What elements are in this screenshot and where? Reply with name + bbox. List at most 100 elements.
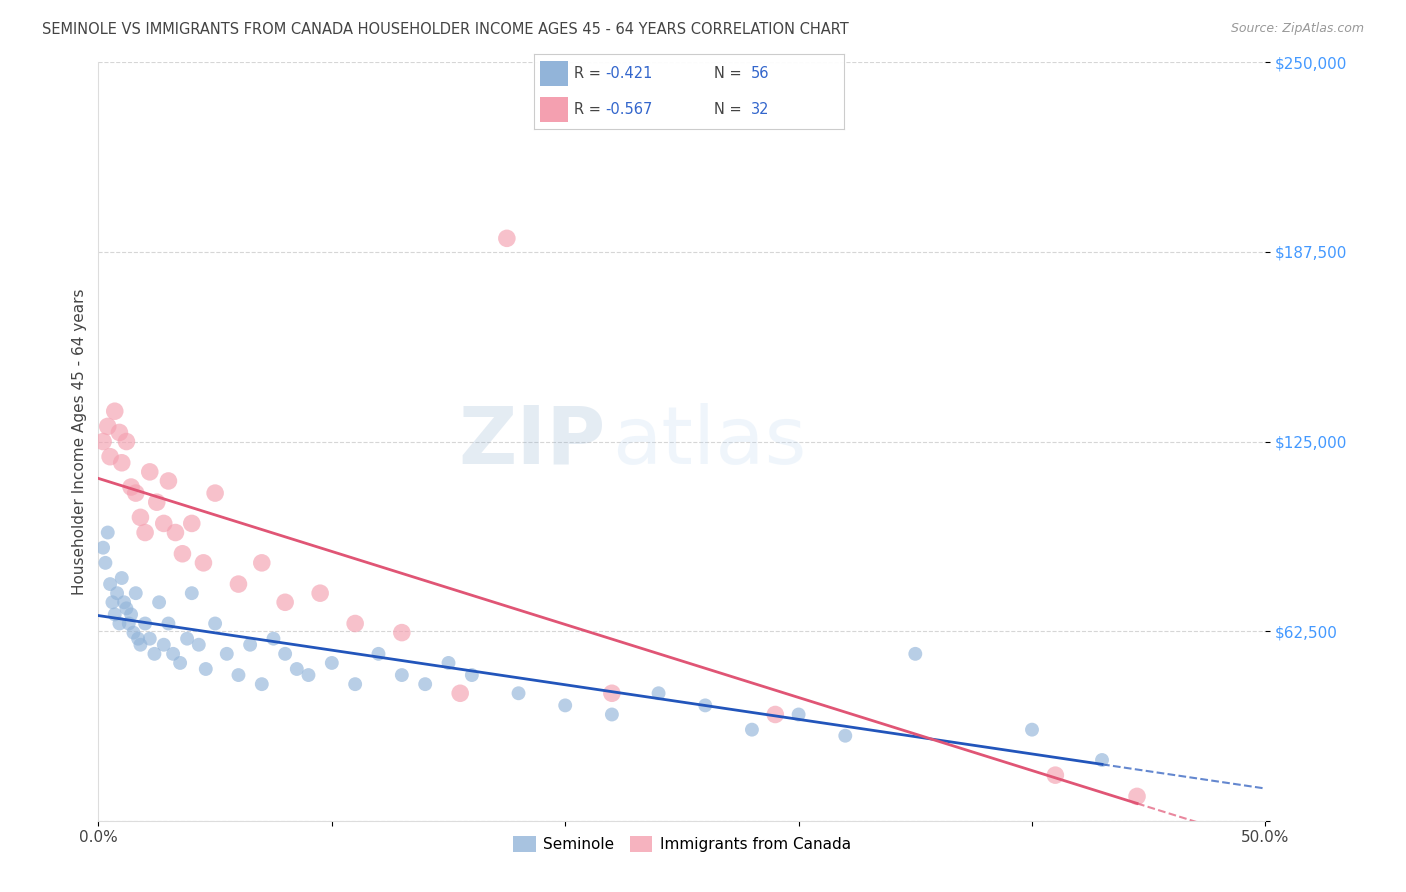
Point — [1091, 753, 1114, 767]
Point — [787, 707, 810, 722]
Point — [461, 668, 484, 682]
Point — [111, 571, 134, 585]
Point — [172, 547, 194, 561]
Point — [91, 434, 114, 449]
Text: Source: ZipAtlas.com: Source: ZipAtlas.com — [1230, 22, 1364, 36]
Point — [104, 607, 127, 622]
FancyBboxPatch shape — [540, 62, 568, 86]
Point — [274, 595, 297, 609]
Point — [157, 616, 180, 631]
Point — [1045, 768, 1067, 782]
Point — [647, 686, 669, 700]
Text: ZIP: ZIP — [458, 402, 606, 481]
Point — [187, 638, 209, 652]
Point — [250, 677, 273, 691]
Y-axis label: Householder Income Ages 45 - 64 years: Householder Income Ages 45 - 64 years — [72, 288, 87, 595]
Point — [134, 525, 156, 540]
Point — [309, 586, 332, 600]
Text: N =: N = — [714, 66, 741, 81]
Point — [180, 516, 202, 531]
Point — [112, 595, 135, 609]
Point — [129, 510, 152, 524]
Point — [600, 707, 623, 722]
Point — [115, 601, 138, 615]
Point — [162, 647, 184, 661]
Point — [834, 729, 856, 743]
Point — [391, 668, 413, 682]
Point — [239, 638, 262, 652]
Point — [120, 607, 142, 622]
Point — [105, 586, 128, 600]
Point — [101, 595, 124, 609]
Point — [108, 616, 131, 631]
Text: N =: N = — [714, 102, 741, 117]
Point — [148, 595, 170, 609]
Point — [97, 419, 120, 434]
Point — [180, 586, 202, 600]
Point — [508, 686, 530, 700]
Point — [204, 616, 226, 631]
Text: SEMINOLE VS IMMIGRANTS FROM CANADA HOUSEHOLDER INCOME AGES 45 - 64 YEARS CORRELA: SEMINOLE VS IMMIGRANTS FROM CANADA HOUSE… — [42, 22, 849, 37]
Point — [285, 662, 308, 676]
Point — [98, 577, 121, 591]
Point — [321, 656, 343, 670]
Point — [413, 677, 436, 691]
Point — [120, 480, 142, 494]
Point — [215, 647, 238, 661]
Point — [695, 698, 717, 713]
Point — [297, 668, 319, 682]
Point — [97, 525, 120, 540]
Point — [437, 656, 460, 670]
Point — [143, 647, 166, 661]
Text: -0.567: -0.567 — [606, 102, 652, 117]
Point — [496, 231, 519, 245]
Point — [134, 616, 156, 631]
Point — [391, 625, 413, 640]
FancyBboxPatch shape — [540, 97, 568, 122]
Point — [554, 698, 576, 713]
Point — [139, 632, 162, 646]
Point — [146, 495, 169, 509]
Point — [194, 662, 217, 676]
Point — [115, 434, 138, 449]
Point — [91, 541, 114, 555]
Text: 32: 32 — [751, 102, 769, 117]
Point — [344, 616, 367, 631]
Text: R =: R = — [575, 66, 602, 81]
Point — [262, 632, 284, 646]
Legend: Seminole, Immigrants from Canada: Seminole, Immigrants from Canada — [506, 830, 858, 858]
Point — [104, 404, 127, 418]
Point — [98, 450, 121, 464]
Point — [152, 638, 174, 652]
Text: atlas: atlas — [612, 402, 806, 481]
Point — [139, 465, 162, 479]
Point — [129, 638, 152, 652]
Point — [274, 647, 297, 661]
Point — [1126, 789, 1149, 804]
Point — [449, 686, 471, 700]
Point — [600, 686, 623, 700]
Point — [763, 707, 786, 722]
Point — [165, 525, 187, 540]
Point — [127, 632, 149, 646]
Point — [228, 668, 250, 682]
Point — [125, 486, 148, 500]
Point — [741, 723, 763, 737]
Point — [169, 656, 191, 670]
Point — [108, 425, 131, 440]
Text: -0.421: -0.421 — [606, 66, 652, 81]
Point — [94, 556, 117, 570]
Point — [1021, 723, 1043, 737]
Point — [125, 586, 148, 600]
Text: R =: R = — [575, 102, 602, 117]
Point — [193, 556, 215, 570]
Point — [228, 577, 250, 591]
Text: 56: 56 — [751, 66, 769, 81]
Point — [176, 632, 198, 646]
Point — [152, 516, 174, 531]
Point — [111, 456, 134, 470]
Point — [250, 556, 273, 570]
Point — [118, 616, 141, 631]
Point — [904, 647, 927, 661]
Point — [344, 677, 367, 691]
